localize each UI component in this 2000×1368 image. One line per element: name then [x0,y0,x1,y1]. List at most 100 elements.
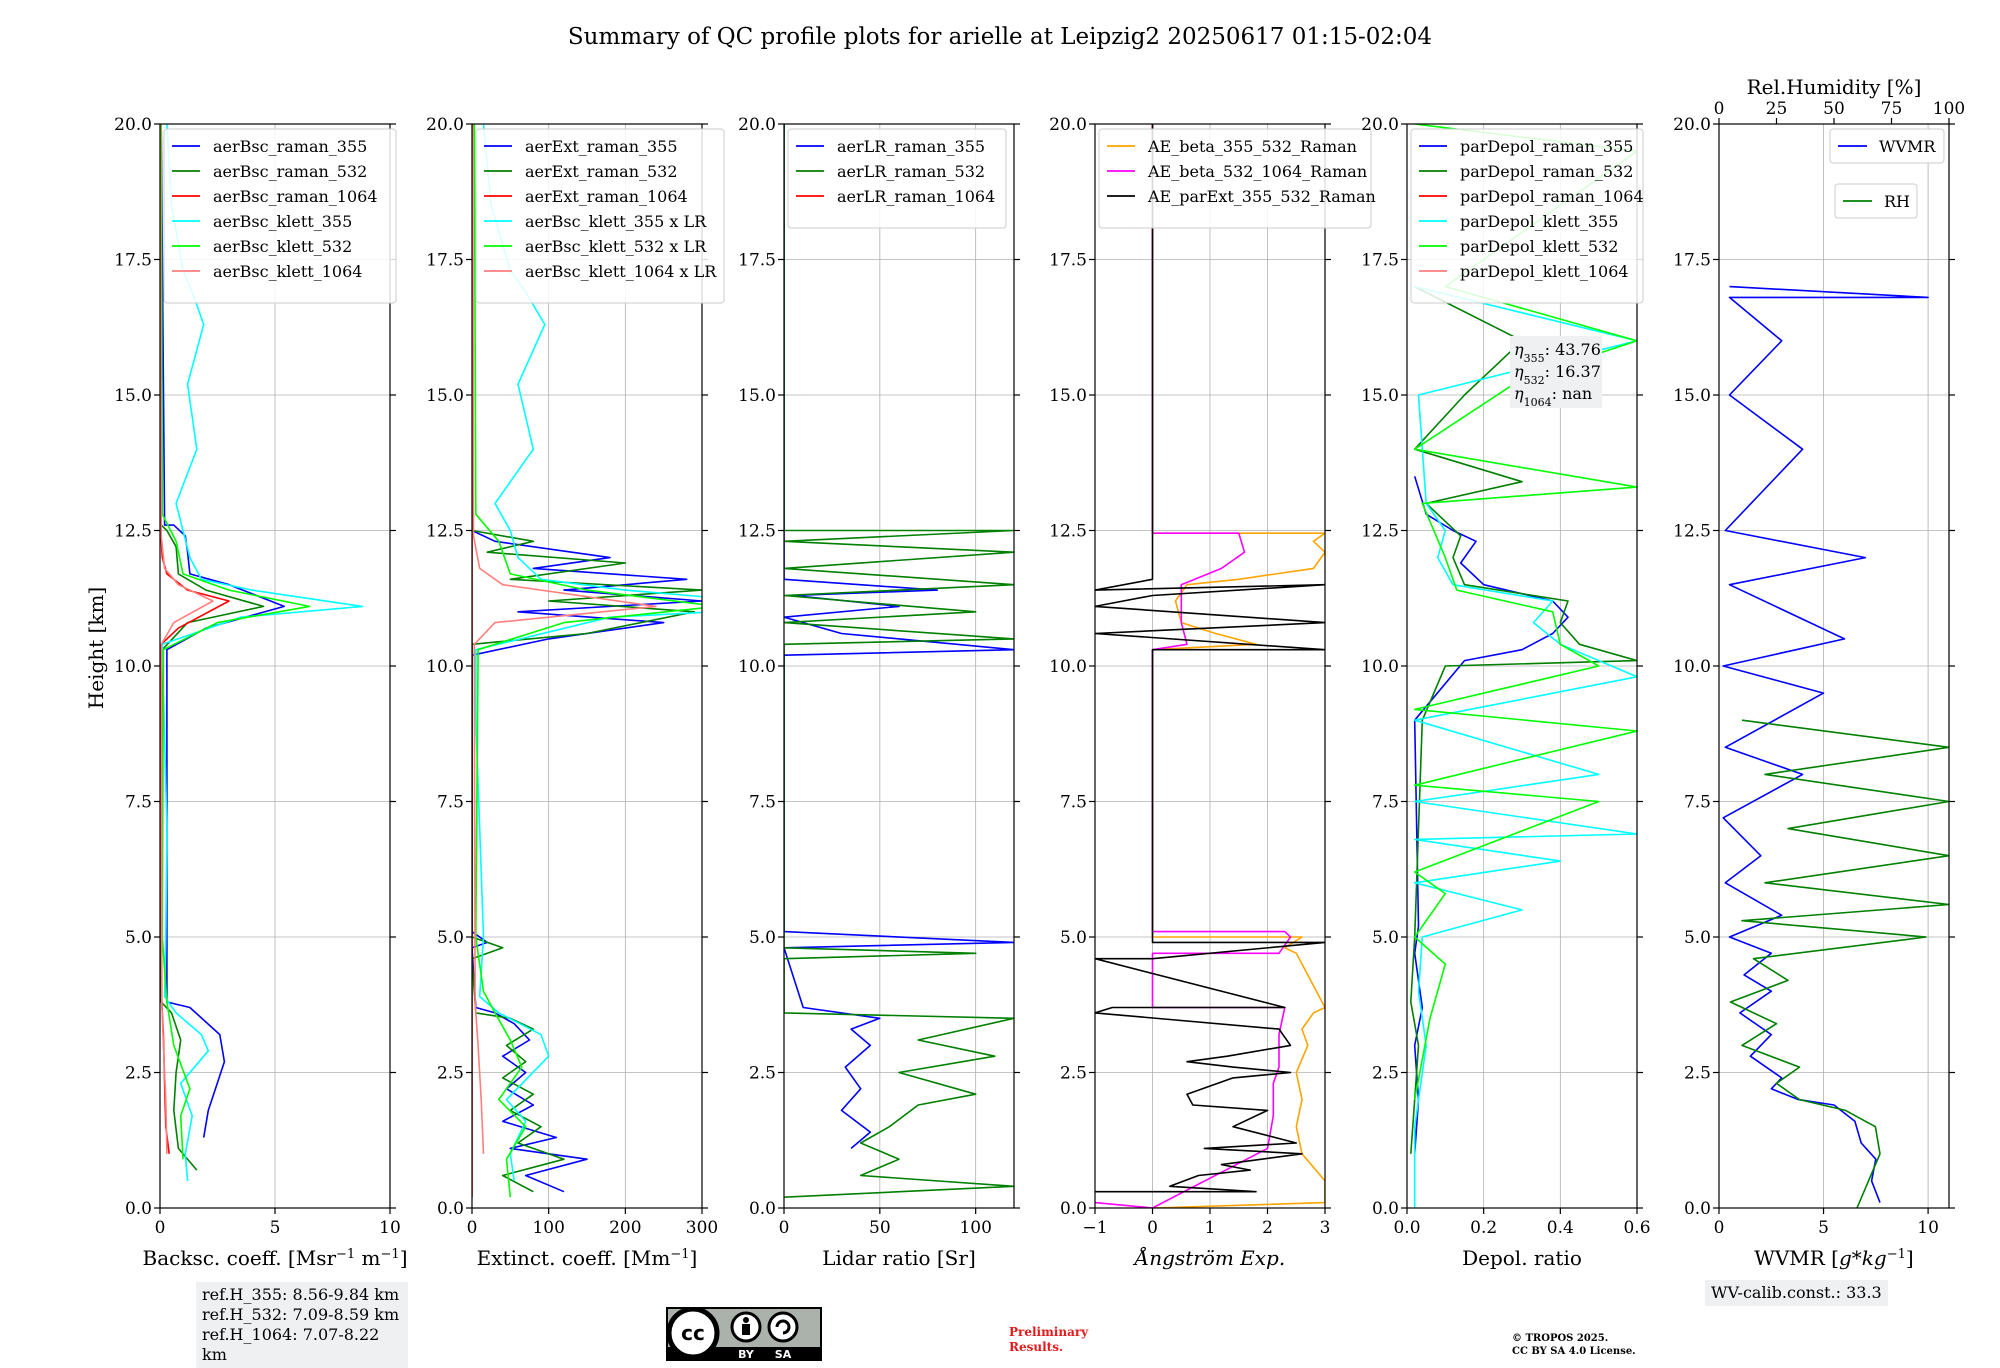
x-tick-label: 300 [686,1218,718,1238]
x-tick-label: −1 [1082,1218,1107,1238]
x-tick-label: 100 [532,1218,564,1238]
y-tick-label: 5.0 [749,928,776,948]
legend-box [163,128,397,304]
legend-depol: parDepol_raman_355 parDepol_raman_532 parD… [1410,128,1644,304]
y-tick-label: 7.5 [1060,793,1087,813]
y-tick-label: 15.0 [1673,386,1711,406]
panel-wvmr_rh: 0.02.55.07.510.012.515.017.520.00 5 10WVMR… [1673,75,1965,1270]
legend-wvmr_rh: WVMR RH [1829,128,1945,219]
eta-value: : 43.76 [1545,340,1601,359]
legend-label: AE_parExt_355_532_Raman [1147,187,1376,206]
preliminary-line-2: Results. [1009,1340,1064,1354]
x-label-part: Ångström Exp. [1133,1245,1285,1270]
x-label-part: ] [1906,1246,1914,1270]
preliminary-results-note: Preliminary Results. [1009,1325,1088,1355]
y-tick-label: 2.5 [125,1064,152,1084]
x-axis-label-wvmr_rh: WVMR [g*kg−1] [1754,1246,1913,1270]
panel-angstrom: 0.0 2.5 5.0 7.5 10.0 12.5 15.0 17.5 20.0 −1 0 1 2 3 Ån… [1049,115,1376,1270]
x-label-part: Depol. ratio [1462,1246,1582,1270]
x-tick-label: 0.6 [1623,1218,1650,1238]
y-tick-label: 10.0 [426,657,464,677]
x-axis-label-angstrom: Ångström Exp. [1133,1245,1285,1270]
svg-text:cc: cc [681,1321,705,1345]
top-x-tick-label: 50 [1823,99,1845,119]
top-x-tick-label: 25 [1766,99,1788,119]
legend-label: aerBsc_klett_532 x LR [525,237,707,256]
x-tick-label: 5 [1818,1218,1829,1238]
ref-height-532: ref.H_532: 7.09-8.59 km [202,1305,400,1324]
ref-height-355: ref.H_355: 8.56-9.84 km [202,1285,400,1304]
x-label-sup: −1 [336,1247,355,1262]
y-tick-label: 5.0 [125,928,152,948]
y-tick-label: 2.5 [749,1064,776,1084]
series-line-pardepol-raman-532 [1410,285,1637,1154]
x-tick-label: 5 [270,1218,281,1238]
y-tick-label: 10.0 [1673,657,1711,677]
cc-sa-label: SA [775,1348,792,1361]
y-axis-label: Height [km] [84,587,108,709]
y-tick-label: 0.0 [1684,1199,1711,1219]
panel-backscatter: 0.0 2.5 5.0 7.5 10.0 12.5 15.0 17.5 20.0 0 5 10 Back… [114,115,407,1270]
y-tick-label: 15.0 [1049,386,1087,406]
y-tick-label: 17.5 [1673,251,1711,271]
series-group-backscatter [160,124,364,1181]
eta-symbol: η [1514,340,1524,359]
cc-by-sa-logo: cc BY SA [666,1307,822,1361]
x-label-part: Extinct. coeff. [Mm [477,1246,671,1270]
profile-panels: 0.02.55.07.510.012.515.017.520.00 5 10Back… [114,75,1965,1270]
eta-symbol: η [1514,362,1524,381]
wv-calibration-box: WV-calib.const.: 33.3 [1705,1280,1888,1306]
y-tick-label: 10.0 [1361,657,1399,677]
legend-label: aerBsc_klett_532 [213,237,352,256]
series-line-aerlr-raman-532 [784,124,1014,1198]
legend-label: aerLR_raman_1064 [837,187,995,206]
y-tick-label: 15.0 [738,386,776,406]
panel-depol: 0.0 2.5 5.0 7.5 10.0 12.5 15.0 17.5 20.0 0.0 0.2 0.… [1361,115,1650,1270]
legend-box [475,128,725,304]
y-tick-label: 7.5 [749,793,776,813]
legend-label: parDepol_raman_1064 [1460,187,1644,206]
preliminary-line-1: Preliminary [1009,1325,1089,1339]
x-label-part: ] [690,1246,698,1270]
series-line-ae-beta-532-1064-raman [1095,124,1292,1208]
legend-label: aerExt_raman_1064 [525,187,688,206]
figure-title: Summary of QC profile plots for arielle … [568,24,1432,50]
x-tick-label: 50 [869,1218,891,1238]
series-line-aerbsc-klett-1064-x-lr [472,124,657,1154]
series-line-wvmr [1722,285,1929,1203]
series-line-aerext-raman-532 [472,124,702,1193]
y-tick-label: 5.0 [1060,928,1087,948]
legend-label: aerBsc_klett_1064 x LR [525,262,717,281]
x-tick-label: 0 [779,1218,790,1238]
y-tick-label: 15.0 [426,386,464,406]
y-tick-label: 0.0 [1060,1199,1087,1219]
y-tick-label: 7.5 [125,793,152,813]
panel-lidar_ratio: 0.0 2.5 5.0 7.5 10.0 12.5 15.0 17.5 20.0 0 50 100 Li… [738,115,1020,1270]
legend-box [1098,128,1372,229]
y-tick-label: 12.5 [1361,522,1399,542]
legend-box [1410,128,1644,304]
top-x-tick-label: 100 [1933,99,1965,119]
y-tick-label: 7.5 [437,793,464,813]
x-label-part: WVMR [ [1754,1246,1839,1270]
series-line-pardepol-klett-355 [1413,285,1637,1208]
y-tick-label: 0.0 [1372,1199,1399,1219]
series-group-wvmr_rh [1722,285,1949,1208]
legend-label: aerBsc_klett_355 x LR [525,212,707,231]
legend-label-wvmr: WVMR [1879,137,1936,156]
eta-annotation-line: η355: 43.76 [1514,340,1601,365]
x-label-part: m [355,1246,380,1270]
x-axis-label-depol: Depol. ratio [1462,1246,1582,1270]
y-tick-label: 2.5 [437,1064,464,1084]
y-tick-label: 20.0 [1673,115,1711,135]
wv-calibration-text: WV-calib.const.: 33.3 [1711,1283,1882,1302]
legend-backscatter: aerBsc_raman_355 aerBsc_raman_532 aerBsc_r… [163,128,397,304]
grid-lidar_ratio [783,123,1014,1209]
y-tick-label: 20.0 [1049,115,1087,135]
grid-wvmr_rh [1718,123,1949,1209]
series-line-pardepol-raman-355 [1413,476,1569,1154]
x-tick-label: 0 [1147,1218,1158,1238]
y-tick-label: 10.0 [114,657,152,677]
eta-value: : 16.37 [1545,362,1601,381]
x-tick-label: 1 [1205,1218,1216,1238]
